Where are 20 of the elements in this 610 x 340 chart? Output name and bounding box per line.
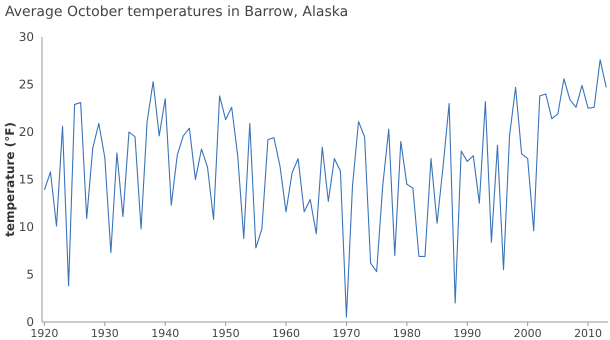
line-series — [44, 59, 607, 318]
y-tick-label: 15 — [18, 172, 34, 187]
y-tick-label: 20 — [18, 125, 34, 140]
y-tick-label: 25 — [18, 78, 34, 92]
y-tick-label: 10 — [18, 220, 34, 234]
y-tick-label: 0 — [26, 315, 34, 330]
x-tick-label: 1950 — [212, 327, 240, 340]
y-tick-label: 30 — [18, 30, 34, 44]
x-tick-label: 1940 — [151, 327, 180, 340]
chart-title: Average October temperatures in Barrow, Alaska — [5, 4, 348, 20]
x-tick-label: 1980 — [392, 327, 421, 340]
x-tick-label: 1930 — [90, 327, 119, 340]
x-tick-label: 1960 — [272, 327, 300, 340]
y-axis-title: temperature (°F) — [3, 122, 18, 237]
x-tick-label: 1920 — [30, 327, 58, 340]
y-tick-label: 5 — [26, 268, 34, 282]
x-tick-label: 2010 — [574, 327, 602, 340]
x-tick-label: 1990 — [453, 327, 482, 340]
x-tick-label: 1970 — [332, 327, 360, 340]
x-tick-label: 2000 — [514, 327, 542, 340]
